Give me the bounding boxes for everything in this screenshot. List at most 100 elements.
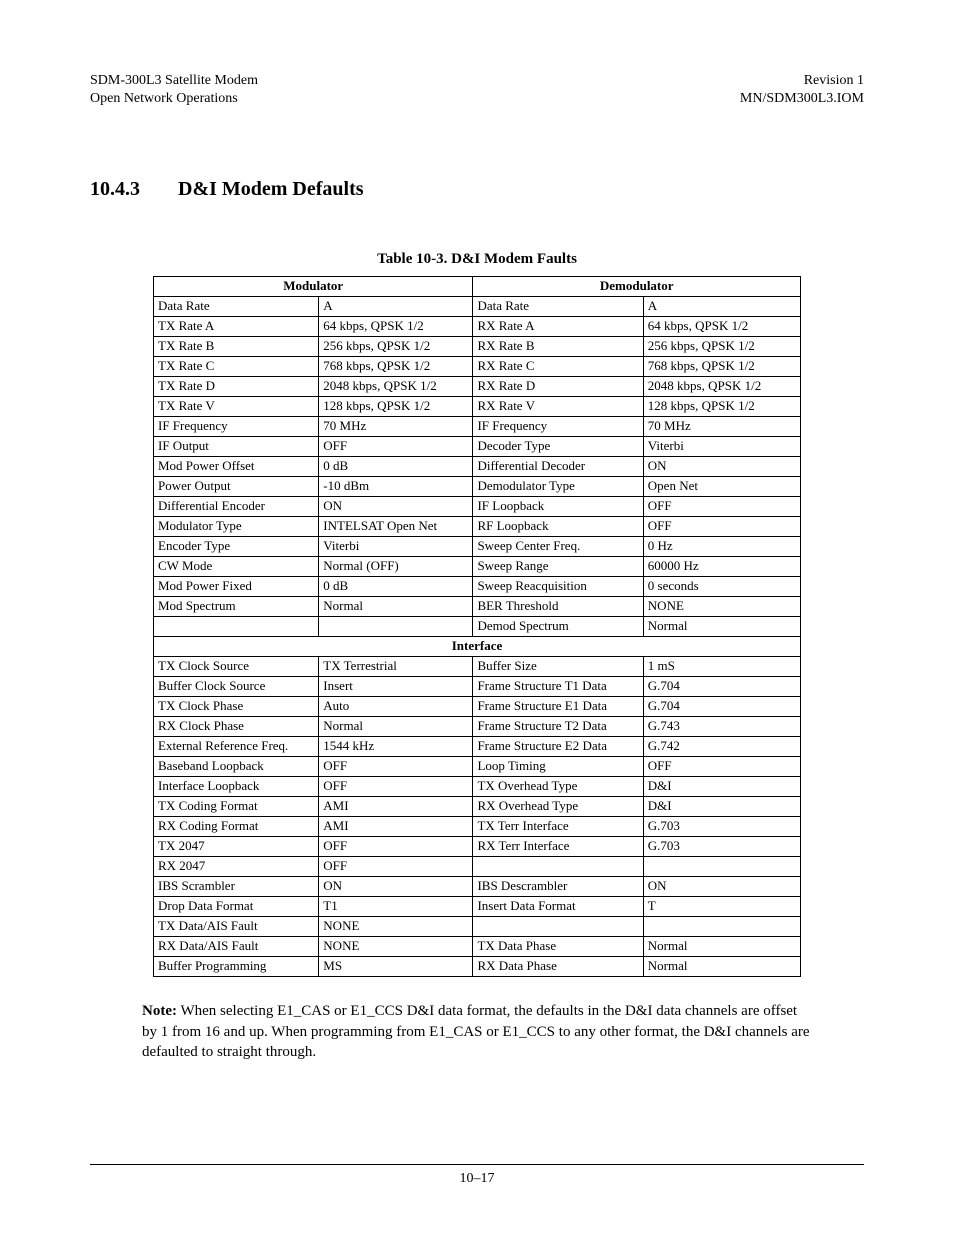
table-cell: IF Frequency <box>154 417 319 437</box>
section-title-text: D&I Modem Defaults <box>178 178 364 200</box>
table-cell: 128 kbps, QPSK 1/2 <box>319 397 473 417</box>
table-row: Encoder TypeViterbiSweep Center Freq.0 H… <box>154 537 801 557</box>
table-cell: TX Clock Source <box>154 657 319 677</box>
note-paragraph: Note: When selecting E1_CAS or E1_CCS D&… <box>142 1001 812 1062</box>
table-cell: IF Output <box>154 437 319 457</box>
table-row: Buffer Clock SourceInsertFrame Structure… <box>154 677 801 697</box>
table-cell <box>154 617 319 637</box>
table-cell: RF Loopback <box>473 517 643 537</box>
table-row: Modulator TypeINTELSAT Open NetRF Loopba… <box>154 517 801 537</box>
header-product: SDM-300L3 Satellite Modem <box>90 72 258 90</box>
page-header: SDM-300L3 Satellite Modem Open Network O… <box>90 72 864 108</box>
table-cell: AMI <box>319 817 473 837</box>
table-row: Buffer ProgrammingMSRX Data PhaseNormal <box>154 957 801 977</box>
table-cell: Normal (OFF) <box>319 557 473 577</box>
table-cell: Viterbi <box>319 537 473 557</box>
table-cell: Normal <box>319 717 473 737</box>
table-cell: ON <box>319 497 473 517</box>
table-cell: Frame Structure E2 Data <box>473 737 643 757</box>
table-cell: 60000 Hz <box>643 557 800 577</box>
table-cell: 70 MHz <box>643 417 800 437</box>
table-cell: NONE <box>643 597 800 617</box>
table-row: IF OutputOFFDecoder TypeViterbi <box>154 437 801 457</box>
table-row: TX Rate A64 kbps, QPSK 1/2RX Rate A64 kb… <box>154 317 801 337</box>
table-cell: TX Rate D <box>154 377 319 397</box>
header-left: SDM-300L3 Satellite Modem Open Network O… <box>90 72 258 108</box>
table-cell: Normal <box>643 957 800 977</box>
table-row: Data RateAData RateA <box>154 297 801 317</box>
table-cell: Insert Data Format <box>473 897 643 917</box>
table-cell: 256 kbps, QPSK 1/2 <box>643 337 800 357</box>
section-heading: 10.4.3D&I Modem Defaults <box>90 178 864 201</box>
table-cell: Normal <box>643 937 800 957</box>
table-row: RX Clock PhaseNormalFrame Structure T2 D… <box>154 717 801 737</box>
table-cell: Insert <box>319 677 473 697</box>
table-cell: RX Rate A <box>473 317 643 337</box>
table-caption: Table 10-3. D&I Modem Faults <box>90 251 864 268</box>
table-cell: TX Overhead Type <box>473 777 643 797</box>
table-cell: RX Data/AIS Fault <box>154 937 319 957</box>
table-cell: Mod Spectrum <box>154 597 319 617</box>
table-cell <box>473 857 643 877</box>
table-row: Mod Power Fixed0 dBSweep Reacquisition0 … <box>154 577 801 597</box>
table-cell: T1 <box>319 897 473 917</box>
table-cell: 0 Hz <box>643 537 800 557</box>
table-cell: Data Rate <box>154 297 319 317</box>
table-cell: Normal <box>319 597 473 617</box>
table-cell: Sweep Center Freq. <box>473 537 643 557</box>
table-row: TX Rate B256 kbps, QPSK 1/2RX Rate B256 … <box>154 337 801 357</box>
table-cell: RX Rate B <box>473 337 643 357</box>
table-cell: TX Terr Interface <box>473 817 643 837</box>
table-cell: TX 2047 <box>154 837 319 857</box>
table-cell: INTELSAT Open Net <box>319 517 473 537</box>
table-cell: RX Rate V <box>473 397 643 417</box>
table-row: TX Clock SourceTX TerrestrialBuffer Size… <box>154 657 801 677</box>
table-cell: Viterbi <box>643 437 800 457</box>
table-cell: Auto <box>319 697 473 717</box>
table-cell: G.742 <box>643 737 800 757</box>
table-cell: TX Data Phase <box>473 937 643 957</box>
table-cell: 0 seconds <box>643 577 800 597</box>
table-cell: IBS Scrambler <box>154 877 319 897</box>
table-cell: RX Overhead Type <box>473 797 643 817</box>
table-cell: Differential Encoder <box>154 497 319 517</box>
table-row: TX Data/AIS FaultNONE <box>154 917 801 937</box>
table-row: TX Rate D2048 kbps, QPSK 1/2RX Rate D204… <box>154 377 801 397</box>
table-cell: ON <box>319 877 473 897</box>
table-cell: NONE <box>319 917 473 937</box>
table-row: Interface LoopbackOFFTX Overhead TypeD&I <box>154 777 801 797</box>
table-cell: OFF <box>319 777 473 797</box>
table-cell: Buffer Programming <box>154 957 319 977</box>
table-cell: 128 kbps, QPSK 1/2 <box>643 397 800 417</box>
table-row: RX 2047OFF <box>154 857 801 877</box>
table-cell: IF Loopback <box>473 497 643 517</box>
footer-rule <box>90 1164 864 1165</box>
table-cell: TX Rate A <box>154 317 319 337</box>
table-cell: Loop Timing <box>473 757 643 777</box>
table-cell: OFF <box>319 757 473 777</box>
table-cell: NONE <box>319 937 473 957</box>
page-number: 10–17 <box>460 1171 495 1186</box>
table-header-row: Modulator Demodulator <box>154 277 801 297</box>
table-row: RX Data/AIS FaultNONETX Data PhaseNormal <box>154 937 801 957</box>
table-cell: T <box>643 897 800 917</box>
table-cell: G.703 <box>643 837 800 857</box>
header-subtitle: Open Network Operations <box>90 90 258 108</box>
table-cell: External Reference Freq. <box>154 737 319 757</box>
table-cell: IF Frequency <box>473 417 643 437</box>
table-cell: Buffer Clock Source <box>154 677 319 697</box>
table-cell: RX Terr Interface <box>473 837 643 857</box>
header-right: Revision 1 MN/SDM300L3.IOM <box>740 72 864 108</box>
table-cell <box>643 857 800 877</box>
table-cell: ON <box>643 877 800 897</box>
table-cell: 1 mS <box>643 657 800 677</box>
table-row: TX Rate C768 kbps, QPSK 1/2RX Rate C768 … <box>154 357 801 377</box>
table-row: TX 2047OFFRX Terr InterfaceG.703 <box>154 837 801 857</box>
table-cell: TX Terrestrial <box>319 657 473 677</box>
table-cell <box>319 617 473 637</box>
demodulator-header: Demodulator <box>473 277 801 297</box>
table-cell: CW Mode <box>154 557 319 577</box>
table-cell: TX Rate B <box>154 337 319 357</box>
table-row: Baseband LoopbackOFFLoop TimingOFF <box>154 757 801 777</box>
table-cell: OFF <box>643 497 800 517</box>
